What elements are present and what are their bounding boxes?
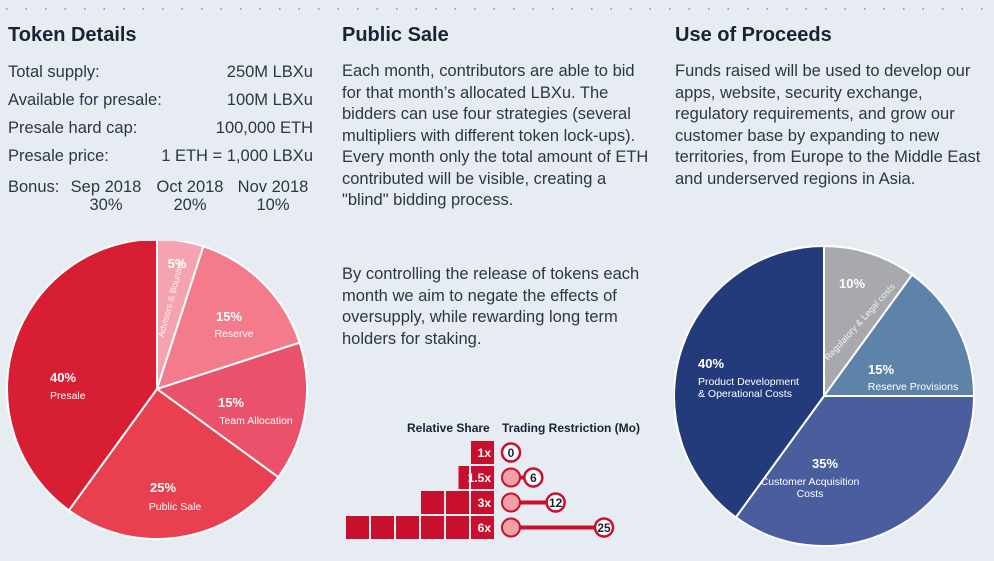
bonus-sep: Sep 2018 30% — [64, 178, 148, 214]
strategy-row-6x: 6x 25 — [346, 516, 615, 539]
strategy-row-1-5x: 1.5x 6 — [458, 466, 544, 489]
restriction-months-label: 6 — [530, 471, 537, 485]
proceeds-name-label: Costs — [797, 488, 824, 500]
proceeds-pct-label: 40% — [698, 356, 724, 371]
restriction-months-label: 0 — [508, 446, 515, 460]
proceeds-slice-shape — [822, 273, 976, 397]
restriction-start-node — [501, 517, 521, 538]
use-of-proceeds-section: Use of Proceeds Funds raised will be use… — [675, 20, 990, 560]
bonus-nov-pct: 10% — [256, 196, 290, 214]
available-presale-label: Available for presale: — [8, 91, 162, 109]
restriction-start-node — [501, 492, 521, 513]
bonus-oct: Oct 2018 20% — [148, 178, 232, 214]
available-presale-value: 100M LBXu — [226, 91, 313, 109]
bonus-label: Bonus: — [8, 178, 60, 196]
hard-cap-value: 100,000 ETH — [215, 119, 313, 137]
total-supply-value: 250M LBXu — [226, 63, 313, 81]
strategy-multiplier-label: 6x — [478, 521, 492, 535]
token-name-label: Public Sale — [149, 501, 202, 513]
public-sale-section: Public Sale Each month, contributors are… — [342, 20, 662, 560]
use-of-proceeds-title: Use of Proceeds — [675, 24, 832, 46]
bonus-nov: Nov 2018 10% — [231, 178, 315, 214]
share-block — [421, 516, 444, 539]
strategy-row-1x: 1x 0 — [471, 441, 522, 464]
token-pct-label: 5% — [168, 256, 187, 271]
proceeds-name-label: Reserve Provisions — [868, 381, 958, 393]
token-pct-label: 15% — [216, 309, 242, 324]
share-block — [396, 516, 419, 539]
use-of-proceeds-paragraph: Funds raised will be used to develop our… — [675, 62, 981, 188]
proceeds-pct-label: 15% — [868, 362, 894, 377]
public-sale-title: Public Sale — [342, 24, 449, 46]
proceeds-pct-label: 10% — [839, 276, 865, 291]
strategy-multiplier-label: 1x — [478, 446, 492, 460]
bonus-sep-pct: 30% — [89, 196, 123, 214]
share-block — [446, 491, 469, 514]
proceeds-slice-product-development-and-operational-costs: 40% Product Development& Operational Cost… — [674, 244, 825, 519]
restriction-months-label: 12 — [549, 496, 563, 510]
token-slice-public-sale: 25% Public Sale — [67, 387, 280, 540]
public-sale-paragraph-1: Each month, contributors are able to bid… — [342, 62, 649, 209]
bonus-sep-month: Sep 2018 — [70, 178, 142, 196]
presale-price-value: 1 ETH = 1,000 LBXu — [161, 147, 313, 165]
proceeds-name-label: Product Development — [698, 376, 799, 388]
public-sale-paragraph-2: By controlling the release of tokens eac… — [342, 265, 640, 348]
restriction-end-node — [545, 492, 566, 513]
share-block — [346, 516, 369, 539]
proceeds-name-label: Customer Acquisition — [761, 476, 860, 488]
restriction-months-label: 25 — [597, 521, 611, 535]
proceeds-slice-shape — [734, 395, 976, 547]
token-details-section: Token Details Total supply: 250M LBXu Av… — [8, 20, 328, 560]
share-block — [471, 466, 494, 489]
share-block — [446, 516, 469, 539]
token-name-label: Reserve — [214, 328, 253, 340]
proceeds-slice-shape — [823, 244, 914, 400]
share-block — [458, 466, 469, 489]
strategy-multiplier-label: 3x — [478, 496, 492, 510]
proceeds-slice-shape — [674, 244, 825, 519]
token-name-label: Team Allocation — [219, 415, 293, 427]
strategy-row-3x: 3x 12 — [421, 491, 566, 514]
proceeds-pct-label: 35% — [812, 456, 838, 471]
relative-share-header: Relative Share — [407, 421, 490, 435]
presale-price-label: Presale price: — [8, 147, 109, 165]
top-dotted-rule — [6, 8, 990, 10]
share-block — [421, 491, 444, 514]
strategy-multiplier-label: 1.5x — [468, 471, 492, 485]
proceeds-slice-reserve-provisions: 15% Reserve Provisions — [822, 273, 976, 397]
token-pct-label: 25% — [150, 480, 176, 495]
share-block — [471, 516, 494, 539]
share-block — [371, 516, 394, 539]
token-pct-label: 15% — [218, 395, 244, 410]
token-slice-team-allocation: 15% Team Allocation — [154, 341, 308, 479]
restriction-end-node — [500, 442, 522, 463]
restriction-end-node — [523, 467, 544, 488]
restriction-start-node — [501, 467, 521, 488]
token-pct-label: 40% — [50, 370, 76, 385]
total-supply-label: Total supply: — [8, 63, 100, 81]
trading-restriction-header: Trading Restriction (Mo) — [502, 421, 640, 435]
share-block — [471, 441, 494, 464]
proceeds-name-label: & Operational Costs — [698, 388, 792, 400]
token-details-title: Token Details — [8, 24, 137, 46]
token-slice-presale: 40% Presale — [6, 241, 158, 512]
restriction-end-node — [593, 517, 615, 538]
strategy-multiplier-chart: 1x 0 1.5x 6 3x 12 6x 25 — [346, 441, 615, 539]
share-block — [471, 491, 494, 514]
bonus-nov-month: Nov 2018 — [237, 178, 309, 196]
token-slice-shape — [6, 241, 158, 512]
hard-cap-label: Presale hard cap: — [8, 119, 138, 137]
bonus-oct-month: Oct 2018 — [156, 178, 224, 196]
token-slice-shape — [154, 341, 308, 479]
token-slice-shape — [67, 387, 280, 540]
bonus-oct-pct: 20% — [173, 196, 207, 214]
token-name-label: Presale — [50, 390, 86, 402]
